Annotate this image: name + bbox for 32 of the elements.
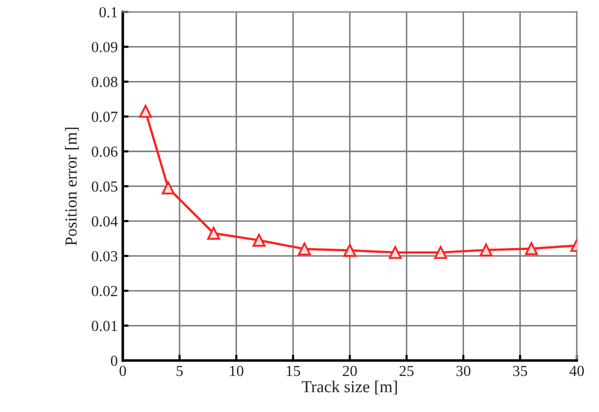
point (162, 182, 175, 194)
y-tick-label: 0 (110, 356, 118, 366)
y-tick-label: 0.03 (92, 251, 118, 262)
x-tick-label: 40 (569, 366, 584, 376)
point (139, 104, 152, 118)
point (298, 242, 311, 256)
point (343, 244, 356, 257)
x-tick-label: 35 (513, 366, 528, 376)
y-tick-label: 0.08 (92, 76, 118, 88)
x-tick-label: 25 (400, 366, 414, 376)
x-tick-label: 15 (286, 366, 300, 376)
x-axis-title: Track size [m] (302, 380, 397, 394)
y-tick-label: 0.01 (92, 320, 118, 332)
point (480, 244, 492, 256)
y-tick-label: 0.1 (99, 7, 118, 18)
y-tick-label: 0.07 (92, 112, 118, 122)
point (207, 226, 220, 240)
x-tick-label: 20 (342, 366, 357, 376)
y-tick-label: 0.09 (92, 42, 118, 52)
point (252, 234, 266, 247)
x-tick-label: 10 (230, 366, 244, 376)
x-tick-label: 0 (120, 366, 126, 376)
point (434, 246, 448, 259)
y-tick-label: 0.04 (92, 216, 118, 227)
x-tick-label: 30 (456, 366, 470, 376)
y-tick-label: 0.06 (92, 146, 118, 157)
x-tick-label: 5 (176, 366, 183, 376)
y-axis-title: Position error [m] (64, 128, 79, 246)
y-tick-label: 0.05 (92, 181, 118, 192)
point (524, 242, 538, 256)
point (388, 246, 402, 259)
y-tick-label: 0.02 (92, 286, 118, 296)
